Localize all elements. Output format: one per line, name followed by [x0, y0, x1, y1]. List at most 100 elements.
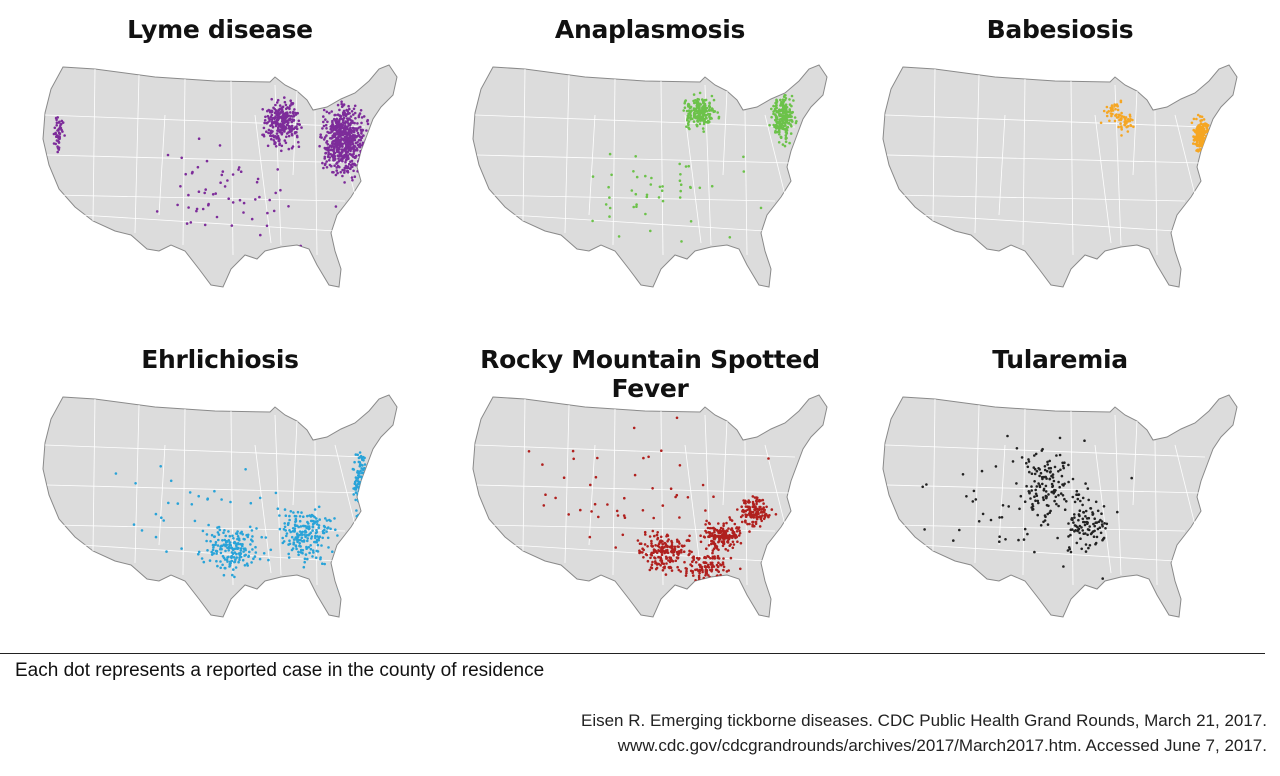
- state-border: [564, 74, 570, 234]
- case-dot: [364, 474, 368, 478]
- case-dot: [290, 548, 294, 552]
- case-dot: [701, 98, 704, 101]
- state-border: [974, 404, 980, 564]
- case-dot: [747, 501, 751, 504]
- case-dot: [544, 493, 547, 496]
- case-dot: [608, 215, 611, 218]
- case-dot: [686, 116, 690, 120]
- case-dot: [649, 556, 652, 560]
- case-dot: [660, 553, 664, 557]
- case-dot: [360, 116, 364, 119]
- case-dot: [362, 485, 365, 488]
- case-dot: [243, 554, 246, 557]
- case-dot: [291, 527, 295, 530]
- case-dot: [344, 576, 348, 579]
- case-dot: [360, 504, 364, 508]
- case-dot: [255, 527, 258, 530]
- case-dot: [289, 252, 292, 255]
- case-dot: [717, 116, 721, 120]
- case-dot: [223, 566, 227, 570]
- case-dot: [672, 553, 675, 557]
- case-dot: [775, 98, 778, 102]
- state-border: [722, 420, 728, 506]
- state-border: [474, 114, 796, 128]
- case-dot: [274, 145, 278, 148]
- case-dot: [306, 514, 309, 518]
- state-border: [886, 154, 1202, 164]
- case-dot: [219, 551, 223, 555]
- state-border: [1174, 444, 1196, 526]
- case-dot: [336, 123, 340, 127]
- case-dot: [660, 545, 664, 549]
- case-dot: [329, 527, 332, 531]
- case-dot: [775, 100, 779, 104]
- case-dot: [1050, 482, 1054, 486]
- case-dot: [281, 129, 285, 132]
- case-dot: [354, 141, 358, 145]
- case-dot: [707, 565, 711, 569]
- case-dot: [616, 514, 620, 517]
- case-dot: [313, 508, 317, 511]
- case-dot: [1061, 494, 1065, 497]
- case-dot: [344, 576, 348, 579]
- case-dot: [656, 536, 660, 540]
- case-dot: [277, 129, 280, 133]
- case-dot: [659, 557, 663, 561]
- case-dot: [1126, 130, 1130, 133]
- case-dot: [1105, 105, 1109, 109]
- case-dot: [325, 519, 329, 522]
- case-dot: [1020, 456, 1024, 459]
- case-dot: [336, 171, 339, 175]
- case-dot: [750, 511, 753, 514]
- case-dot: [679, 173, 682, 176]
- case-dot: [337, 121, 341, 124]
- case-dot: [336, 574, 340, 578]
- case-dot: [1059, 492, 1063, 495]
- case-dot: [359, 138, 363, 142]
- case-dot: [644, 212, 647, 216]
- case-dot: [710, 542, 713, 546]
- case-dot: [1087, 546, 1090, 550]
- case-dot: [1196, 148, 1199, 152]
- case-dots: [114, 451, 371, 592]
- case-dot: [1113, 119, 1117, 123]
- case-dot: [259, 233, 262, 237]
- case-dot: [1204, 145, 1207, 149]
- case-dot: [1033, 454, 1036, 457]
- case-dot: [694, 116, 697, 120]
- case-dot: [209, 540, 212, 543]
- case-dot: [1092, 535, 1096, 538]
- case-dot: [347, 104, 350, 108]
- case-dot: [694, 568, 697, 572]
- case-dot: [742, 170, 746, 173]
- case-dot: [167, 501, 170, 505]
- case-dot: [352, 127, 356, 130]
- case-dot: [666, 534, 670, 538]
- case-dot: [700, 117, 704, 120]
- us-map-babesiosis: [882, 64, 1238, 288]
- case-dot: [1098, 526, 1102, 529]
- case-dot: [1028, 491, 1031, 494]
- case-dot: [698, 186, 702, 190]
- case-dot: [343, 169, 346, 172]
- case-dot: [342, 109, 346, 113]
- case-dot: [344, 579, 348, 582]
- case-dot: [1126, 120, 1130, 123]
- case-dot: [1025, 484, 1028, 488]
- case-dot: [303, 560, 307, 564]
- case-dot: [362, 492, 366, 495]
- case-dot: [683, 560, 686, 564]
- state-border: [334, 444, 356, 526]
- case-dot: [1202, 132, 1205, 136]
- case-dot: [729, 518, 732, 521]
- case-dot: [298, 530, 302, 533]
- case-dot: [738, 531, 742, 535]
- case-dot: [738, 529, 741, 533]
- case-dot: [275, 132, 279, 135]
- case-dot: [299, 551, 303, 554]
- case-dot: [341, 155, 345, 158]
- case-dot: [346, 125, 349, 128]
- case-dot: [357, 115, 361, 119]
- case-dot: [208, 559, 212, 562]
- case-dot: [218, 144, 222, 147]
